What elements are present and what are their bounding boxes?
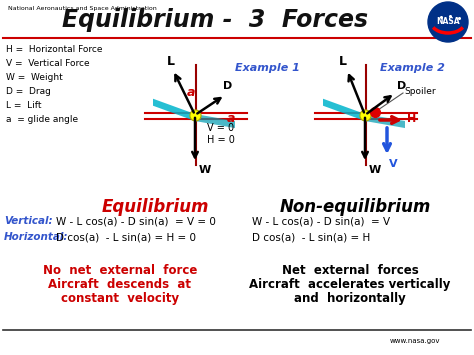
Text: V =  Vertical Force: V = Vertical Force xyxy=(6,59,90,68)
Text: D: D xyxy=(397,81,406,91)
Text: National Aeronautics and Space Administration: National Aeronautics and Space Administr… xyxy=(8,6,157,11)
Text: Example 1: Example 1 xyxy=(235,63,300,73)
Polygon shape xyxy=(365,114,405,128)
Text: a  = glide angle: a = glide angle xyxy=(6,115,78,124)
Text: Aircraft  descends  at: Aircraft descends at xyxy=(48,278,191,291)
Text: Aircraft  accelerates vertically: Aircraft accelerates vertically xyxy=(249,278,451,291)
Text: www.nasa.gov: www.nasa.gov xyxy=(390,338,440,344)
Text: W - L cos(a) - D sin(a)  = V = 0: W - L cos(a) - D sin(a) = V = 0 xyxy=(56,216,216,226)
Text: W =  Weight: W = Weight xyxy=(6,73,63,82)
Text: Vertical:: Vertical: xyxy=(4,216,53,226)
Text: L: L xyxy=(167,55,175,68)
Text: D cos(a)  - L sin(a) = H = 0: D cos(a) - L sin(a) = H = 0 xyxy=(56,232,196,242)
Text: W: W xyxy=(369,165,381,175)
Text: H = 0: H = 0 xyxy=(207,135,235,145)
Text: V: V xyxy=(389,159,398,169)
Text: constant  velocity: constant velocity xyxy=(61,292,179,305)
Text: a: a xyxy=(227,111,235,125)
Circle shape xyxy=(428,2,468,42)
Text: L =  Lift: L = Lift xyxy=(6,101,42,110)
Text: Net  external  forces: Net external forces xyxy=(282,264,419,277)
Text: Example 2: Example 2 xyxy=(380,63,445,73)
Text: Horizontal:: Horizontal: xyxy=(4,232,69,242)
Polygon shape xyxy=(153,99,195,121)
Text: V = 0: V = 0 xyxy=(207,123,234,133)
Text: H =  Horizontal Force: H = Horizontal Force xyxy=(6,45,102,54)
Text: W - L cos(a) - D sin(a)  = V: W - L cos(a) - D sin(a) = V xyxy=(252,216,390,226)
Text: W: W xyxy=(199,165,211,175)
Text: L: L xyxy=(339,55,347,68)
Text: Non-equilibrium: Non-equilibrium xyxy=(279,198,431,216)
Polygon shape xyxy=(323,99,365,121)
Text: NASA: NASA xyxy=(436,17,460,27)
Text: Spoiler: Spoiler xyxy=(404,87,436,95)
Text: D =  Drag: D = Drag xyxy=(6,87,51,96)
Text: a: a xyxy=(187,87,195,99)
Text: No  net  external  force: No net external force xyxy=(43,264,197,277)
Text: D: D xyxy=(223,81,232,91)
Text: and  horizontally: and horizontally xyxy=(294,292,406,305)
Text: Equilibrium -  3  Forces: Equilibrium - 3 Forces xyxy=(62,8,368,32)
Text: H: H xyxy=(407,114,416,124)
Polygon shape xyxy=(195,114,235,128)
Text: Equilibrium: Equilibrium xyxy=(101,198,209,216)
Text: D cos(a)  - L sin(a) = H: D cos(a) - L sin(a) = H xyxy=(252,232,370,242)
